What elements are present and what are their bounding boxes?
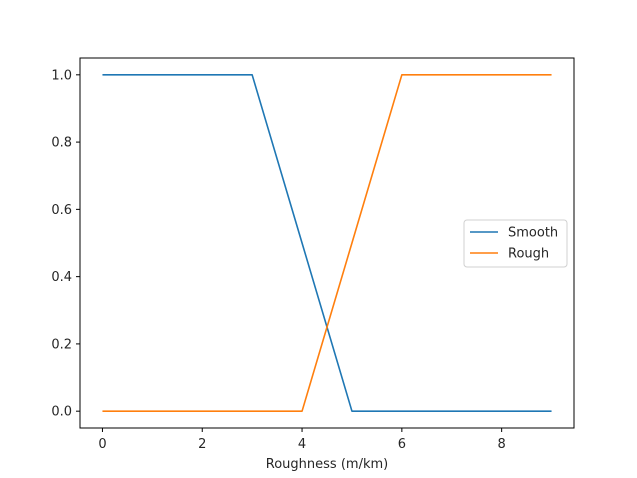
x-axis-label: Roughness (m/km) <box>266 457 388 472</box>
series-line-rough <box>102 74 552 412</box>
x-tick-label: 4 <box>298 437 306 452</box>
x-tick-label: 8 <box>498 437 506 452</box>
legend-label-smooth: Smooth <box>508 226 558 241</box>
x-tick-label: 6 <box>398 437 406 452</box>
y-axis-ticks: 0.0 0.2 0.4 0.6 0.8 1.0 <box>51 68 80 420</box>
x-tick-label: 2 <box>198 437 206 452</box>
legend: Smooth Rough <box>463 219 568 268</box>
x-axis-ticks: 0 2 4 6 8 <box>98 428 506 452</box>
y-tick-label: 0.2 <box>51 337 72 352</box>
y-tick-label: 0.6 <box>51 203 72 218</box>
y-tick-label: 0.8 <box>51 136 72 151</box>
y-tick-label: 0.0 <box>51 405 72 420</box>
y-tick-label: 0.4 <box>51 270 72 285</box>
x-tick-label: 0 <box>98 437 106 452</box>
legend-label-rough: Rough <box>508 247 549 262</box>
series-layer <box>102 74 552 412</box>
y-tick-label: 1.0 <box>51 68 72 83</box>
